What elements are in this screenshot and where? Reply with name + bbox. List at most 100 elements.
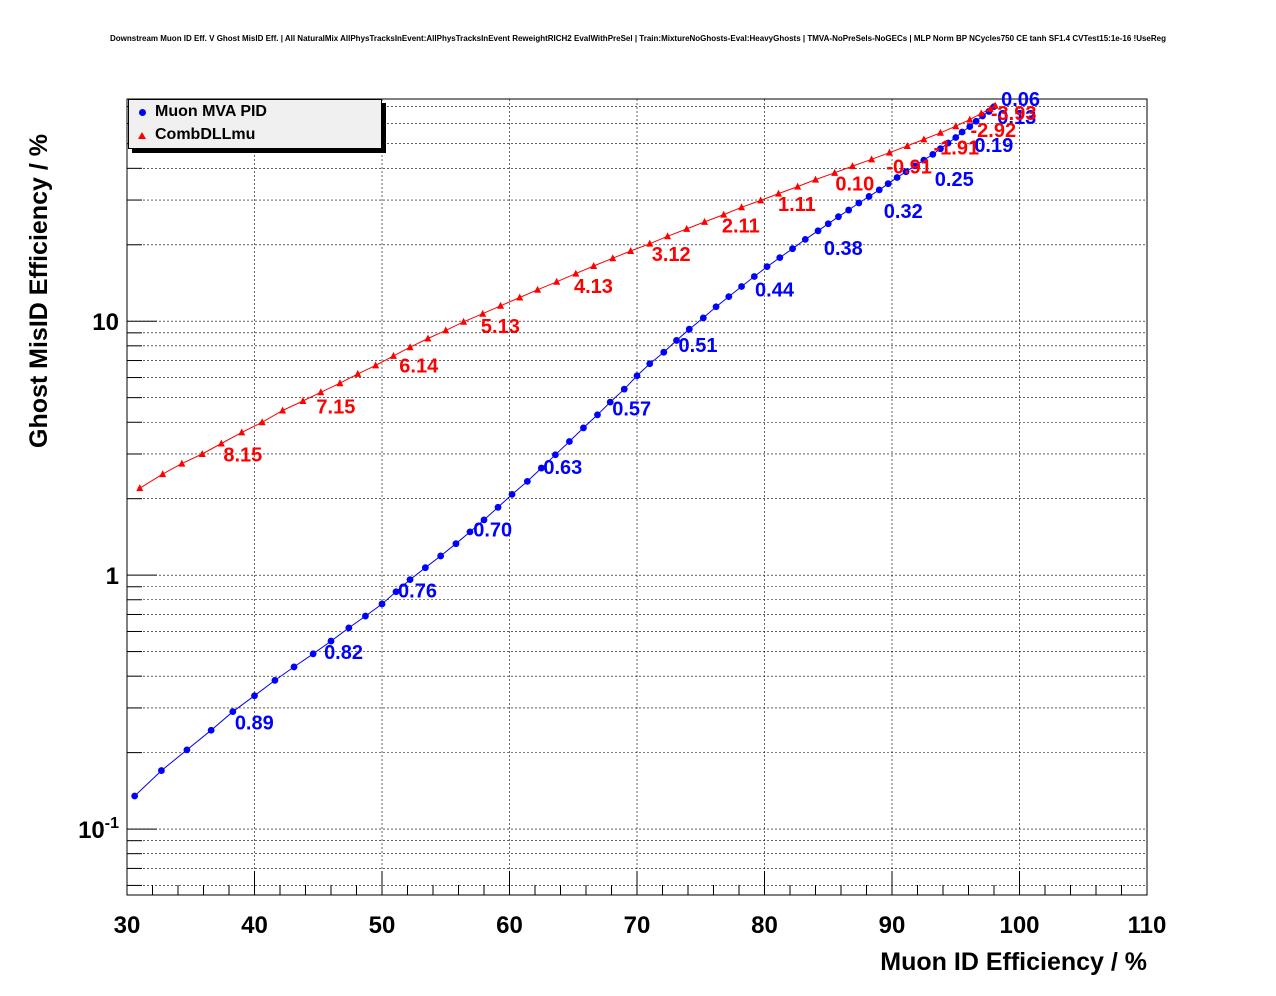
data-point — [685, 325, 693, 333]
x-tick-label: 100 — [999, 912, 1039, 939]
data-point — [620, 385, 628, 393]
data-point — [972, 117, 980, 125]
data-point — [378, 600, 386, 608]
data-point — [309, 650, 317, 658]
point-label: 6.14 — [399, 355, 439, 377]
data-point — [437, 552, 445, 560]
data-point — [494, 503, 502, 511]
data-point — [158, 767, 165, 774]
data-point — [794, 182, 802, 190]
point-label: 0.63 — [543, 457, 582, 479]
data-point — [442, 326, 450, 334]
point-label: 5.13 — [481, 316, 520, 338]
data-point — [966, 115, 974, 123]
data-point — [238, 428, 246, 436]
data-point — [845, 206, 853, 214]
point-label: 0.70 — [473, 520, 512, 542]
data-point — [885, 148, 893, 156]
data-point — [480, 516, 488, 524]
point-label: -1.91 — [934, 137, 980, 159]
data-point — [902, 168, 910, 176]
data-point — [738, 283, 745, 290]
point-label: 0.51 — [679, 335, 718, 357]
data-point — [389, 351, 397, 359]
point-label: 0.25 — [935, 169, 974, 191]
legend-label-combdllmu: CombDLLmu — [155, 126, 256, 143]
data-point — [424, 334, 432, 342]
data-point — [516, 293, 524, 301]
data-point — [875, 186, 883, 194]
data-point — [633, 372, 641, 380]
data-point — [279, 406, 287, 414]
data-point — [893, 174, 901, 181]
data-point — [609, 254, 617, 262]
point-labels-layer: 0.89 0.82 0.76 0.70 0.63 0.57 0.51 0.44 0.38 0.32… — [223, 89, 1040, 735]
data-point — [824, 220, 832, 228]
data-point — [508, 490, 516, 498]
data-point — [198, 449, 206, 457]
data-point — [952, 134, 960, 141]
data-point — [701, 217, 709, 225]
data-point — [183, 746, 191, 754]
data-point — [497, 301, 505, 309]
data-point — [776, 254, 784, 262]
point-label: 3.12 — [652, 244, 691, 266]
point-label: 0.13 — [997, 107, 1036, 129]
legend-label-muon-mva: Muon MVA PID — [155, 103, 267, 120]
data-point — [131, 792, 139, 800]
data-point — [590, 261, 598, 269]
data-point — [789, 245, 796, 253]
grid — [126, 99, 1148, 895]
data-point — [345, 624, 353, 632]
data-point — [855, 199, 863, 207]
data-point — [814, 227, 822, 235]
data-point — [372, 361, 380, 369]
data-point — [406, 576, 414, 584]
data-point — [159, 470, 167, 478]
data-point — [920, 135, 928, 143]
x-tick-label: 90 — [879, 912, 906, 939]
legend-marker-circle — [138, 108, 146, 116]
point-label: 0.44 — [755, 280, 795, 302]
data-point — [553, 277, 561, 285]
data-point — [362, 612, 369, 620]
chart-title: Downstream Muon ID Eff. V Ghost MisID Ef… — [110, 34, 1166, 43]
data-point — [271, 677, 279, 684]
data-point — [646, 360, 654, 368]
x-tick-label: 50 — [369, 912, 396, 939]
series-line — [139, 105, 996, 489]
data-point — [566, 438, 573, 445]
x-tick-label: 80 — [751, 912, 778, 939]
data-point — [835, 213, 842, 221]
data-point — [336, 379, 344, 387]
data-point — [936, 128, 944, 136]
data-point — [251, 692, 258, 700]
data-point — [537, 464, 545, 472]
data-point — [865, 193, 873, 200]
series-muon-mva-pid — [131, 103, 998, 800]
data-point — [991, 101, 999, 109]
point-label: -0.91 — [886, 156, 932, 178]
data-point — [801, 235, 809, 243]
data-point — [646, 239, 654, 247]
data-point — [136, 484, 144, 492]
data-point — [848, 162, 856, 170]
data-point — [452, 540, 460, 548]
data-point — [229, 708, 237, 716]
data-point — [958, 128, 966, 136]
point-label: 0.76 — [398, 581, 437, 603]
data-point — [738, 203, 746, 211]
x-tick-label: 40 — [241, 912, 268, 939]
data-point — [299, 397, 307, 405]
data-point — [479, 309, 487, 317]
data-point — [812, 175, 819, 183]
point-label: 0.10 — [835, 174, 874, 196]
y-axis-label: Ghost MisID Efficiency / % — [25, 134, 53, 448]
data-point — [673, 337, 680, 344]
data-point — [775, 189, 783, 197]
data-point — [207, 726, 215, 734]
data-point — [406, 343, 414, 351]
x-tick-label: 70 — [624, 912, 651, 939]
point-label: 0.32 — [884, 201, 923, 223]
